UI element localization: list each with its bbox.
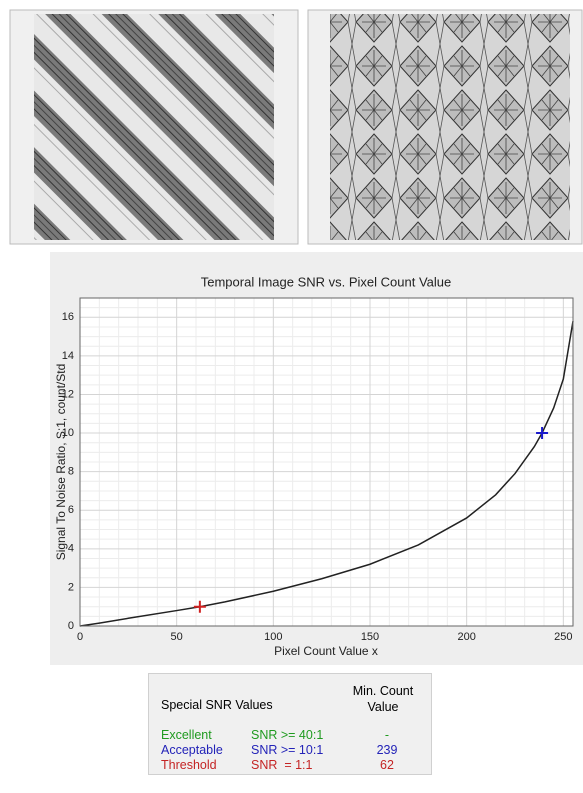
y-tick-label: 16	[62, 311, 74, 323]
row-condition: SNR >= 40:1	[251, 728, 324, 742]
row-count: 62	[380, 758, 394, 772]
table-header: Min. Count Value	[352, 684, 414, 714]
x-tick-label: 100	[264, 631, 282, 643]
row-count: 239	[376, 743, 398, 757]
y-tick-label: 12	[62, 388, 74, 400]
row-level: Acceptable	[161, 743, 223, 757]
row-condition: SNR = 1:1	[251, 758, 313, 772]
y-axis-label: Signal To Noise Ratio, S:1, count/Std	[54, 364, 68, 561]
x-tick-label: 50	[171, 631, 183, 643]
row-level: Threshold	[161, 758, 217, 772]
x-tick-label: 150	[361, 631, 379, 643]
marker	[536, 427, 549, 440]
chart-title: Temporal Image SNR vs. Pixel Count Value	[201, 274, 451, 289]
image-hexes	[330, 14, 570, 240]
snr-table: Special SNR Values Min. Count Value Excell…	[148, 673, 432, 775]
chart: Temporal Image SNR vs. Pixel Count Value…	[9, 9, 583, 665]
plot-border	[79, 297, 574, 627]
y-tick-label: 10	[62, 427, 74, 439]
row-condition: SNR >= 10:1	[251, 743, 324, 757]
x-axis-label: Pixel Count Value x	[274, 644, 378, 658]
y-tick-label: 4	[68, 543, 74, 555]
y-tick-label: 6	[68, 504, 74, 516]
y-tick-label: 14	[62, 350, 74, 362]
row-level: Excellent	[161, 728, 212, 742]
table-header: Special SNR Values	[161, 698, 273, 712]
y-tick-label: 2	[68, 581, 74, 593]
y-tick-label: 8	[68, 466, 74, 478]
x-tick-label: 250	[554, 631, 572, 643]
snr-curve	[79, 321, 574, 627]
y-tick-label: 0	[68, 620, 74, 632]
row-count: -	[384, 728, 390, 742]
x-tick-label: 0	[77, 631, 83, 643]
x-tick-label: 200	[457, 631, 475, 643]
image-stripes	[34, 14, 274, 240]
marker	[193, 600, 206, 613]
